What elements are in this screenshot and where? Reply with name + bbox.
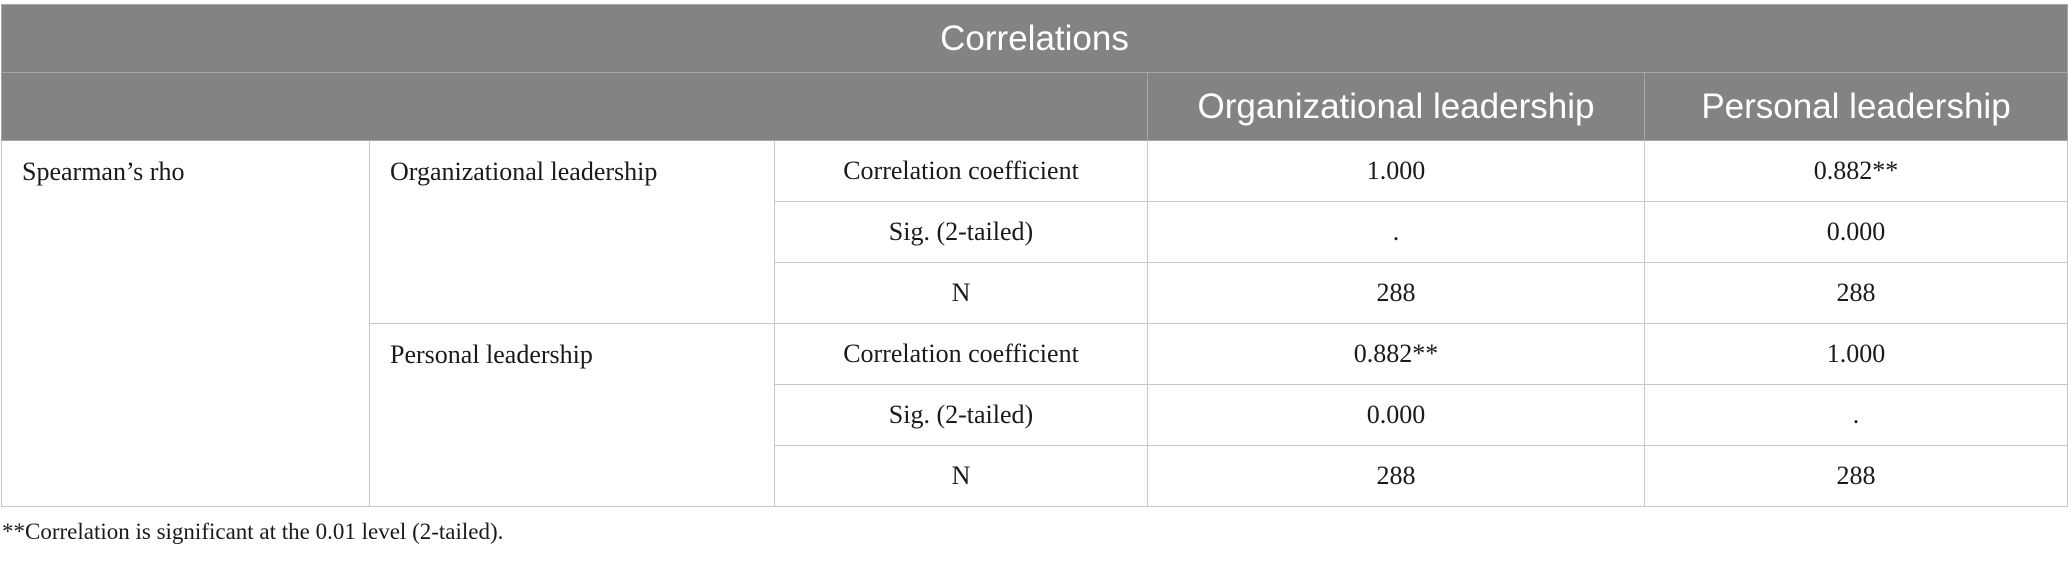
value-cell: 0.882** — [1147, 323, 1645, 385]
method-cell: Spearman’s rho — [1, 140, 370, 507]
value-cell: 1.000 — [1147, 140, 1645, 202]
table-title-row: Correlations — [0, 4, 2068, 73]
correlations-table: Correlations Organizational leadership P… — [0, 4, 2068, 507]
value-cell: 288 — [1147, 445, 1645, 507]
value-cell: 0.000 — [1147, 384, 1645, 446]
value-cell: 0.882** — [1643, 140, 2068, 202]
table-row: Sig. (2-tailed) . 0.000 — [2, 201, 2068, 263]
stat-cell: Sig. (2-tailed) — [774, 384, 1148, 446]
empty-header-cell — [1, 72, 1148, 141]
value-cell: 288 — [1643, 445, 2068, 507]
stat-cell: Sig. (2-tailed) — [774, 201, 1148, 263]
value-cell: 1.000 — [1643, 323, 2068, 385]
table-title: Correlations — [0, 4, 2068, 73]
value-cell: . — [1147, 201, 1645, 263]
value-cell: . — [1643, 384, 2068, 446]
column-header-organizational: Organizational leadership — [1147, 72, 1645, 141]
stat-cell: N — [774, 262, 1148, 324]
table-row: Sig. (2-tailed) 0.000 . — [2, 384, 2068, 446]
stat-cell: N — [774, 445, 1148, 507]
correlation-table-container: Correlations Organizational leadership P… — [0, 4, 2068, 545]
value-cell: 0.000 — [1643, 201, 2068, 263]
table-row: N 288 288 — [2, 262, 2068, 324]
table-footnote: **Correlation is significant at the 0.01… — [2, 519, 504, 544]
value-cell: 288 — [1643, 262, 2068, 324]
table-row: N 288 288 — [2, 445, 2068, 507]
column-header-row: Organizational leadership Personal leade… — [1, 72, 2068, 141]
column-header-personal: Personal leadership — [1643, 72, 2068, 141]
value-cell: 288 — [1147, 262, 1645, 324]
variable-cell-personal: Personal leadership — [369, 323, 775, 507]
variable-cell-organizational: Organizational leadership — [369, 140, 775, 324]
table-row: Personal leadership Correlation coeffici… — [2, 323, 2068, 507]
table-row: Spearman’s rho Organizational leadership… — [1, 140, 2068, 507]
stat-cell: Correlation coefficient — [774, 323, 1148, 385]
stat-cell: Correlation coefficient — [774, 140, 1148, 202]
